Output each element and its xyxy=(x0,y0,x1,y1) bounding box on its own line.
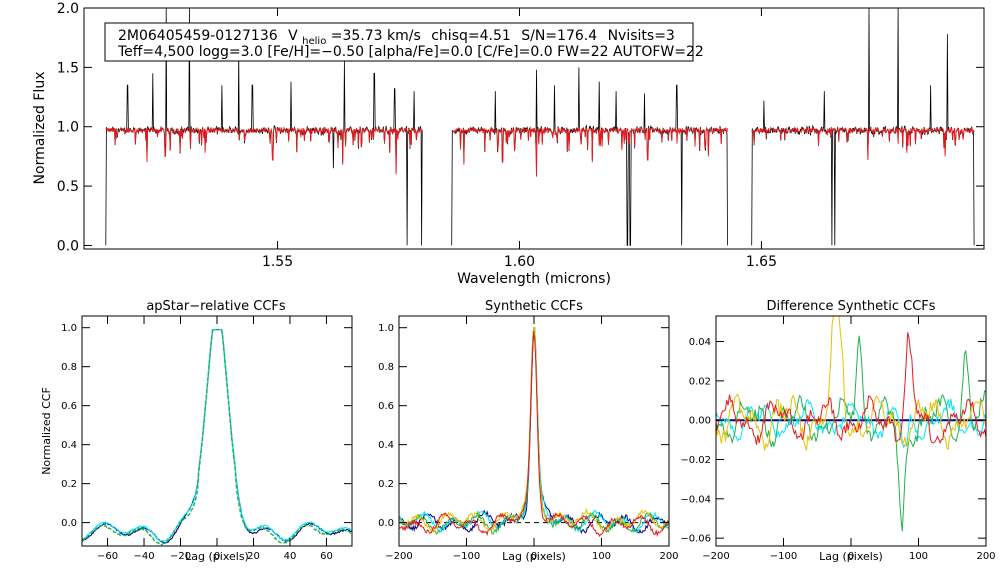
x-tick-label: 1.60 xyxy=(504,254,535,270)
y-tick-label: 0.6 xyxy=(61,401,77,412)
snr-value: S/N=176.4 xyxy=(521,28,597,44)
model-spectrum-chip-3 xyxy=(751,126,975,161)
y-tick-label: 1.0 xyxy=(57,120,79,136)
synthetic-ccf-series-5 xyxy=(398,330,669,538)
y-tick-label: 0.2 xyxy=(378,479,394,490)
info-box-frame xyxy=(104,22,694,62)
v-subscript: helio xyxy=(302,36,326,47)
apstar-ylabel: Normalized CCF xyxy=(40,387,53,475)
nvisits-value: Nvisits=3 xyxy=(608,28,675,44)
x-tick-label: 200 xyxy=(976,551,995,562)
difference-ccf-series-5 xyxy=(715,332,987,445)
y-tick-label: 0.8 xyxy=(61,362,77,373)
synthetic-ccf-series-2 xyxy=(398,327,669,534)
chisq-value: chisq=4.51 xyxy=(431,28,511,44)
difference-xlabel: Lag (pixels) xyxy=(819,550,883,563)
v-helio-value: =35.73 km/s xyxy=(331,28,421,44)
spectrum-ticks: 1.55 1.60 1.65 0.0 0.5 1.0 1.5 2.0 xyxy=(57,1,984,270)
observed-spectrum-chip-2 xyxy=(451,67,728,246)
x-tick-label: 40 xyxy=(284,551,297,562)
synthetic-title: Synthetic CCFs xyxy=(485,299,583,314)
y-tick-label: −0.02 xyxy=(680,455,711,466)
x-tick-label: 100 xyxy=(909,551,928,562)
spectrum-plot-area xyxy=(105,8,975,246)
spectrum-panel: 1.55 1.60 1.65 0.0 0.5 1.0 1.5 2.0 2M06405459-0… xyxy=(32,1,985,287)
y-tick-label: 0.5 xyxy=(57,179,79,195)
synthetic-ccf-series-3 xyxy=(398,327,669,535)
y-tick-label: 0.00 xyxy=(689,416,711,427)
difference-plot-area xyxy=(715,315,987,532)
spectrum-xlabel: Wavelength (microns) xyxy=(457,271,611,287)
synthetic-ccf-series-1 xyxy=(398,330,669,535)
difference-ccf-series-3 xyxy=(715,335,987,532)
x-tick-label: 60 xyxy=(320,551,333,562)
y-tick-label: 0.4 xyxy=(378,440,394,451)
apstar-title: apStar−relative CCFs xyxy=(146,299,286,314)
apstar-ccf-series-1 xyxy=(81,329,353,544)
observed-spectrum-chip-3 xyxy=(751,8,975,246)
x-tick-label: 100 xyxy=(592,551,611,562)
synthetic-xlabel: Lag (pixels) xyxy=(502,550,566,563)
x-tick-label: 1.55 xyxy=(262,254,293,270)
x-tick-label: −200 xyxy=(385,551,412,562)
synthetic-ccf-series-4 xyxy=(398,327,669,534)
y-tick-label: 0.02 xyxy=(689,376,711,387)
spectrum-axes-frame xyxy=(83,7,985,250)
y-tick-label: 0.04 xyxy=(689,337,711,348)
x-tick-label: 0 xyxy=(848,551,854,562)
y-tick-label: 0.0 xyxy=(57,238,79,254)
v-label: V xyxy=(288,28,298,44)
y-tick-label: 0.0 xyxy=(61,518,77,529)
apstar-ccf-panel: apStar−relative CCFs −60 −40 −20 0 20 40 60 0.0… xyxy=(40,299,353,563)
y-tick-label: −0.04 xyxy=(680,494,711,505)
y-tick-label: 1.0 xyxy=(61,323,77,334)
x-tick-label: 200 xyxy=(659,551,678,562)
synthetic-ticks: −200 −100 0 100 200 0.0 0.2 0.4 0.6 0.8 1.0 xyxy=(378,316,679,562)
x-tick-label: −60 xyxy=(97,551,118,562)
star-id: 2M06405459-0127136 xyxy=(118,28,278,44)
x-tick-label: −40 xyxy=(133,551,154,562)
spectrum-ylabel: Normalized Flux xyxy=(32,72,48,185)
apstar-axes-frame xyxy=(81,315,353,547)
difference-ticks: −200 −100 0 100 200 −0.06 −0.04 −0.02 0.00 0.02 0.… xyxy=(680,316,996,562)
apstar-xlabel: Lag (pixels) xyxy=(185,550,249,563)
y-tick-label: 1.5 xyxy=(57,60,79,76)
difference-ccf-panel: Difference Synthetic CCFs −200 −100 0 100 20… xyxy=(680,299,995,563)
x-tick-label: −20 xyxy=(170,551,191,562)
info-line-2: Teff=4,500 logg=3.0 [Fe/H]=−0.50 [alpha/… xyxy=(117,44,704,60)
model-spectrum-chip-1 xyxy=(105,126,423,175)
info-box: 2M06405459-0127136 V helio =35.73 km/s c… xyxy=(104,22,704,62)
x-tick-label: −100 xyxy=(453,551,480,562)
y-tick-label: −0.06 xyxy=(680,534,711,545)
apstar-ccf-series-3 xyxy=(81,328,353,546)
apstar-ccf-series-2 xyxy=(82,329,353,542)
y-tick-label: 0.0 xyxy=(378,518,394,529)
y-tick-label: 0.4 xyxy=(61,440,77,451)
x-tick-label: 20 xyxy=(247,551,260,562)
y-tick-label: 1.0 xyxy=(378,323,394,334)
synthetic-axes-frame xyxy=(398,315,670,547)
x-tick-label: −200 xyxy=(702,551,729,562)
apstar-plot-area xyxy=(81,328,353,546)
difference-title: Difference Synthetic CCFs xyxy=(766,299,935,314)
model-spectrum-chip-2 xyxy=(451,126,728,177)
synthetic-ccf-panel: Synthetic CCFs −200 −100 0 100 200 0.0 0.2 0.4 0… xyxy=(378,299,678,563)
y-tick-label: 0.6 xyxy=(378,401,394,412)
x-tick-label: 0 xyxy=(531,551,537,562)
y-tick-label: 2.0 xyxy=(57,1,79,17)
synthetic-plot-area xyxy=(398,327,669,538)
x-tick-label: −100 xyxy=(770,551,797,562)
apstar-ticks: −60 −40 −20 0 20 40 60 0.0 0.2 0.4 0.6 0.8 1.0 xyxy=(61,316,352,562)
x-tick-label: 0 xyxy=(214,551,220,562)
info-line-1: 2M06405459-0127136 V helio =35.73 km/s c… xyxy=(118,28,675,48)
y-tick-label: 0.8 xyxy=(378,362,394,373)
y-tick-label: 0.2 xyxy=(61,479,77,490)
x-tick-label: 1.65 xyxy=(746,254,777,270)
